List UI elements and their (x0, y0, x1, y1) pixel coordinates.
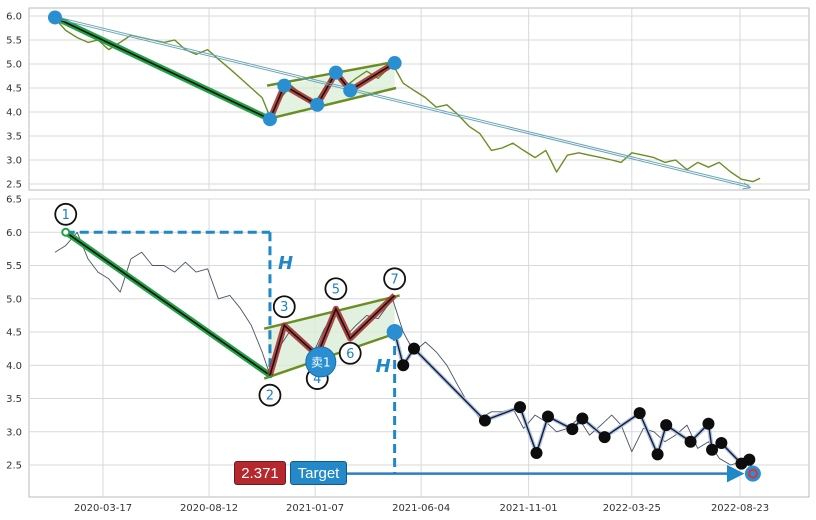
wave-label-circle (383, 267, 407, 291)
down-point (651, 448, 664, 461)
sell-point (386, 324, 403, 340)
overview-triangle-fill (270, 63, 395, 120)
down-point (397, 359, 410, 372)
overview-pattern-point (343, 83, 358, 98)
overview-target-arrow-a (54, 15, 750, 186)
detail-leg-down-core (65, 231, 271, 376)
down-point (566, 423, 579, 436)
overview-y-tick-label: 4.0 (6, 108, 22, 119)
down-point (407, 342, 420, 355)
overview-y-tick-label: 3.0 (6, 156, 22, 167)
overview-pattern-point (262, 112, 277, 127)
detail-y-tick-label: 3.0 (6, 427, 22, 438)
overview-lower-channel (266, 86, 397, 121)
overview-price-line (54, 17, 761, 183)
wave-label-circle (324, 277, 348, 301)
overview-pattern-point (387, 56, 402, 71)
overview-y-tick-label: 5.5 (6, 36, 22, 47)
sell-marker (305, 346, 337, 378)
down-point (706, 443, 719, 456)
detail-y-tick-label: 4.5 (6, 328, 22, 339)
wave-label-circle (338, 341, 362, 365)
overview-plot (47, 10, 761, 187)
sell-marker-label: 卖1 (311, 355, 331, 369)
overview-panel (28, 7, 810, 191)
x-tick-label: 2020-08-12 (180, 503, 238, 514)
detail-y-tick-label: 5.5 (6, 261, 22, 272)
down-point (598, 431, 611, 444)
overview-y-tick-label: 5.0 (6, 60, 22, 71)
overview-start-point (47, 10, 62, 25)
target-point (744, 465, 761, 482)
overview-pattern-point (277, 78, 292, 93)
overview-axis: 2.5 3.0 3.5 4.0 4.5 5.0 5.5 6.0 (6, 12, 22, 191)
detail-y-tick-label: 5.0 (6, 294, 22, 305)
projection-label: H (376, 356, 391, 377)
overview-y-tick-label: 3.5 (6, 132, 22, 143)
detail-zigzag-core (269, 294, 396, 376)
wave-label-circle (272, 295, 296, 319)
wave-label: 3 (280, 300, 288, 315)
x-tick-label: 2020-03-17 (74, 503, 132, 514)
overview-target-arrow-b (54, 17, 749, 187)
down-point (530, 447, 543, 460)
detail-y-tick-label: 4.0 (6, 361, 22, 372)
detail-triangle-fill (267, 295, 395, 376)
detail-plot: H H 1 2 3 4 5 6 7 卖1 (54, 202, 761, 483)
detail-y-tick-label: 3.5 (6, 394, 22, 405)
target-button[interactable]: Target (290, 461, 347, 485)
overview-y-tick-label: 4.5 (6, 84, 22, 95)
down-point (541, 410, 554, 423)
x-tick-label: 2021-06-04 (392, 503, 450, 514)
detail-price-line (54, 231, 754, 469)
x-tick-label: 2021-11-01 (500, 503, 558, 514)
target-point-ring (747, 468, 758, 479)
overview-y-tick-label: 6.0 (6, 12, 22, 23)
down-point (715, 437, 728, 450)
down-point (633, 407, 646, 420)
x-tick-label: 2022-03-25 (603, 503, 661, 514)
x-tick-label: 2022-08-23 (711, 503, 769, 514)
down-point (743, 453, 756, 466)
detail-y-tick-label: 6.5 (6, 195, 22, 206)
down-point (702, 417, 715, 430)
detail-start-point (61, 227, 71, 237)
wave-label: 5 (332, 282, 340, 297)
wave-label: 2 (266, 389, 274, 404)
down-point (478, 414, 491, 427)
detail-y-tick-label: 2.5 (6, 461, 22, 472)
overview-pattern-point (328, 65, 343, 80)
wave-label: 6 (346, 347, 354, 362)
overview-y-tick-label: 2.5 (6, 180, 22, 191)
target-price-badge: 2.371 (234, 461, 286, 485)
down-point (514, 401, 527, 414)
wave-label: 7 (390, 272, 398, 287)
detail-axis: 2020-03-17 2020-08-12 2021-01-07 2021-06-04… (6, 195, 769, 515)
down-point (576, 412, 589, 425)
overview-pattern-point (310, 97, 325, 112)
wave-label: 1 (62, 208, 70, 223)
down-point (660, 419, 673, 432)
down-point (684, 435, 697, 448)
wave-label-circle (258, 383, 282, 407)
wave-label: 4 (313, 372, 321, 387)
detail-y-tick-label: 6.0 (6, 228, 22, 239)
wave-label-circle (54, 202, 78, 226)
x-tick-label: 2021-01-07 (286, 503, 344, 514)
overview-leg-down-core (54, 16, 271, 120)
height-label: H (278, 253, 293, 274)
